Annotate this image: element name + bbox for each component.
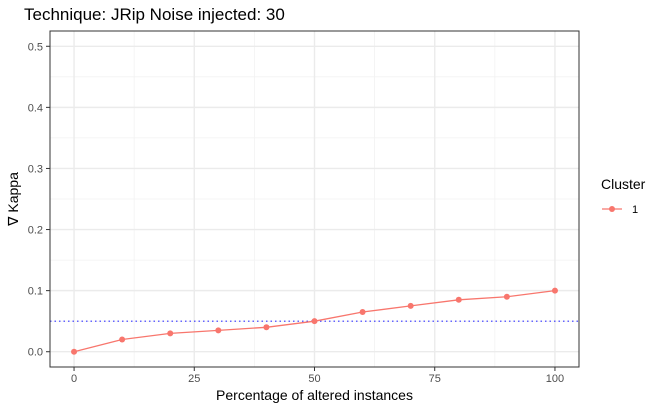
x-tick-label: 75 (429, 373, 441, 385)
data-point (455, 296, 462, 303)
x-tick-label: 100 (546, 373, 564, 385)
legend-entries: 1 (602, 204, 638, 216)
data-point (71, 348, 78, 355)
data-point (551, 287, 558, 294)
y-axis-title: ∇ Kappa (5, 172, 21, 227)
legend-title: Cluster (601, 176, 646, 192)
data-point (215, 327, 222, 334)
x-tick-label: 50 (308, 373, 320, 385)
legend-entry-label: 1 (632, 204, 638, 216)
legend-key-point (609, 206, 615, 212)
x-axis-title: Percentage of altered instances (216, 387, 413, 403)
data-point (359, 309, 366, 316)
y-tick-label: 0.1 (28, 286, 43, 298)
data-point (407, 302, 414, 309)
chart-title: Technique: JRip Noise injected: 30 (24, 5, 285, 24)
y-tick-label: 0.0 (28, 347, 43, 359)
data-point (263, 324, 270, 331)
data-point (119, 336, 126, 343)
y-tick-label: 0.2 (28, 225, 43, 237)
plot-area (49, 30, 580, 368)
y-tick-label: 0.5 (28, 41, 43, 53)
x-tick-label: 0 (71, 373, 77, 385)
data-point (503, 293, 510, 300)
data-point (167, 330, 174, 337)
x-tick-label: 25 (188, 373, 200, 385)
grid-lines (50, 31, 579, 367)
series-group (71, 287, 558, 355)
x-axis: 0 25 50 75 100 (71, 367, 564, 385)
legend: Cluster 1 (601, 176, 646, 216)
data-point (311, 318, 318, 325)
y-tick-label: 0.4 (28, 102, 43, 114)
y-tick-label: 0.3 (28, 163, 43, 175)
y-axis: 0.0 0.1 0.2 0.3 0.4 0.5 (28, 41, 50, 359)
